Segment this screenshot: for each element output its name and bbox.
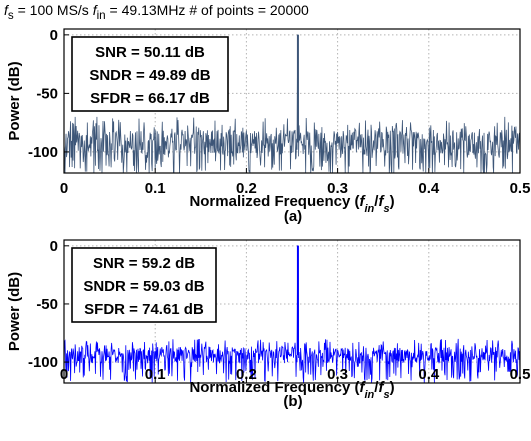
y-tick-label: 0 xyxy=(50,238,58,255)
metric-annotation: SFDR = 66.17 dB xyxy=(90,90,210,107)
x-axis-label-part: Normalized Frequency ( xyxy=(189,379,359,396)
metric-annotation: SFDR = 74.61 dB xyxy=(84,301,204,318)
noise-floor-trace xyxy=(63,245,521,384)
fin-symbol: f xyxy=(92,2,97,18)
x-tick-label: 0.4 xyxy=(418,180,440,197)
metric-annotation: SNDR = 59.03 dB xyxy=(83,278,204,295)
x-axis-label-part: ) xyxy=(390,379,395,396)
panel-label: (a) xyxy=(284,208,302,225)
x-tick-label: 0.3 xyxy=(327,366,348,383)
fin-subscript: in xyxy=(96,8,106,22)
x-axis-label-part: s xyxy=(383,203,389,215)
x-tick-label: 0.5 xyxy=(510,366,531,383)
panel-label: (b) xyxy=(283,393,302,410)
y-tick-label: -100 xyxy=(28,144,58,161)
metric-annotation: SNR = 59.2 dB xyxy=(93,255,195,272)
x-axis-label-part: ) xyxy=(390,193,395,210)
fs-symbol: f xyxy=(4,2,8,18)
x-axis-label-part: / xyxy=(374,193,379,210)
metrics-box xyxy=(71,247,217,323)
x-axis-label-part: in xyxy=(364,203,374,215)
y-tick-label: -100 xyxy=(28,354,58,371)
x-axis-label-part: s xyxy=(383,389,389,401)
x-tick-label: 0.2 xyxy=(236,180,257,197)
metric-annotation: SNDR = 49.89 dB xyxy=(89,67,210,84)
noise-floor-trace xyxy=(63,34,521,174)
x-axis-label-part: / xyxy=(374,379,379,396)
metrics-box xyxy=(71,36,229,112)
metric-annotation: SNR = 50.11 dB xyxy=(95,44,205,61)
x-tick-label: 0.3 xyxy=(327,180,348,197)
fin-value: = 49.13MHz # of points = 20000 xyxy=(105,2,309,18)
plot-frame xyxy=(63,28,521,174)
x-axis-label-part: f xyxy=(359,193,366,210)
x-axis-label-part: in xyxy=(364,389,374,401)
figure-header: fs = 100 MS/s fin = 49.13MHz # of points… xyxy=(4,2,309,22)
y-axis-label: Power (dB) xyxy=(6,272,23,351)
x-axis-label-part: f xyxy=(378,193,385,210)
x-axis-label-part: f xyxy=(378,379,385,396)
y-tick-label: -50 xyxy=(36,296,58,313)
y-tick-label: -50 xyxy=(36,85,58,102)
x-tick-label: 0.5 xyxy=(510,180,531,197)
x-tick-label: 0.1 xyxy=(145,180,166,197)
x-tick-label: 0.1 xyxy=(145,366,166,383)
x-axis-label-part: Normalized Frequency ( xyxy=(189,193,359,210)
y-tick-label: 0 xyxy=(50,27,58,44)
x-tick-label: 0.2 xyxy=(236,366,257,383)
x-tick-label: 0.4 xyxy=(418,366,440,383)
fs-value: = 100 MS/s xyxy=(13,2,93,18)
x-axis-label: Normalized Frequency (fin/fs) xyxy=(189,193,394,215)
y-axis-label: Power (dB) xyxy=(6,61,23,140)
x-axis-label-part: f xyxy=(359,379,366,396)
x-tick-label: 0 xyxy=(60,366,68,383)
x-axis-label: Normalized Frequency (fin/fs) xyxy=(189,379,394,401)
plot-frame xyxy=(63,239,521,384)
fs-subscript: s xyxy=(7,8,14,22)
spectrum-panel-a: 0 -50 -100 0 0.1 0.2 0.3 0.4 0.5 Power (dB) Normal… xyxy=(6,27,530,225)
x-tick-label: 0 xyxy=(60,180,68,197)
